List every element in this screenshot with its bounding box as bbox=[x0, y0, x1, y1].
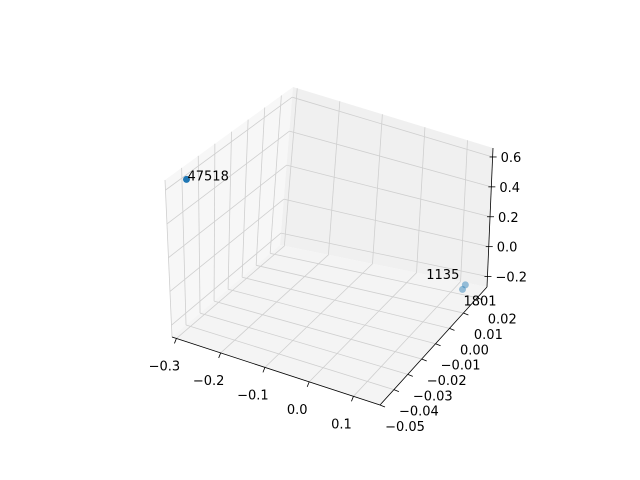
grid-line-y-left bbox=[269, 95, 282, 254]
x-tick-label: −0.3 bbox=[149, 359, 181, 374]
x-axis-line bbox=[171, 336, 381, 406]
grid-line-y-floor bbox=[270, 252, 478, 299]
grid-line-z-left bbox=[169, 198, 285, 292]
grid-line-x-back bbox=[328, 101, 341, 255]
grid-line-x-floor bbox=[176, 245, 285, 339]
grid-line-y-floor bbox=[242, 276, 450, 329]
x-tick bbox=[174, 338, 177, 344]
grid-line-x-back bbox=[460, 140, 468, 282]
grid-line-y-left bbox=[213, 143, 216, 302]
y-tick-label: 0.00 bbox=[460, 343, 489, 358]
back-pane bbox=[280, 87, 493, 287]
y-axis-line bbox=[379, 286, 488, 406]
grid-line-z-left bbox=[165, 96, 293, 191]
y-tick-label: −0.04 bbox=[399, 405, 439, 420]
y-tick-label: −0.01 bbox=[441, 359, 481, 374]
grid-line-y-floor bbox=[199, 312, 408, 375]
grid-line-z-back bbox=[280, 232, 488, 277]
grid-line-y-floor bbox=[213, 300, 422, 360]
z-tick-label: 0.6 bbox=[501, 151, 522, 166]
x-tick bbox=[218, 352, 222, 359]
grid-line-x-back bbox=[416, 127, 426, 273]
data-point bbox=[458, 285, 466, 293]
y-tick bbox=[477, 297, 483, 301]
data-point bbox=[182, 175, 190, 183]
x-tick bbox=[262, 367, 266, 373]
y-tick bbox=[421, 358, 427, 362]
y-tick bbox=[435, 343, 441, 347]
grid-line-x-floor bbox=[308, 272, 417, 383]
grid-line-x-floor bbox=[264, 263, 373, 368]
y-tick bbox=[449, 328, 455, 331]
x-tick-label: 0.1 bbox=[331, 417, 352, 432]
z-tick-label: 0.4 bbox=[499, 181, 520, 196]
x-tick-label: −0.1 bbox=[237, 388, 269, 403]
grid-line-x-floor bbox=[220, 254, 329, 354]
grid-line-y-floor bbox=[185, 324, 395, 391]
grid-line-x-back bbox=[284, 88, 298, 246]
x-tick bbox=[351, 396, 354, 402]
point-label: 1801 bbox=[463, 294, 496, 309]
z-tick-label: 0.0 bbox=[497, 241, 518, 256]
data-point bbox=[461, 281, 469, 289]
z-axis-line bbox=[486, 147, 494, 288]
grid-line-x-back bbox=[372, 114, 383, 264]
grid-line-z-left bbox=[166, 130, 290, 225]
left-pane bbox=[165, 87, 293, 337]
z-tick-label: 0.2 bbox=[498, 211, 519, 226]
x-tick bbox=[306, 381, 310, 387]
grid-line-y-left bbox=[255, 107, 266, 266]
y-tick bbox=[407, 373, 413, 377]
grid-line-z-left bbox=[171, 232, 282, 326]
grid-line-y-floor bbox=[256, 264, 464, 314]
floor-pane bbox=[172, 245, 487, 405]
grid-line-y-floor bbox=[228, 288, 436, 345]
x-tick-label: 0.0 bbox=[287, 403, 308, 418]
z-tick-label: −0.2 bbox=[495, 271, 527, 286]
y-tick bbox=[379, 404, 386, 408]
y-tick-label: 0.02 bbox=[488, 313, 517, 328]
grid-line-z-back bbox=[289, 130, 492, 188]
y-tick bbox=[463, 312, 469, 316]
point-label: 1135 bbox=[426, 268, 459, 283]
grid-line-z-left bbox=[168, 164, 287, 258]
grid-line-z-back bbox=[283, 198, 489, 248]
y-tick-label: 0.01 bbox=[474, 328, 503, 343]
grid-line-y-left bbox=[227, 131, 232, 290]
y-tick-label: −0.05 bbox=[385, 420, 425, 435]
grid-line-y-left bbox=[164, 179, 173, 338]
grid-line-y-left bbox=[181, 167, 187, 326]
grid-line-z-back bbox=[292, 96, 493, 158]
grid-line-y-left bbox=[197, 155, 201, 314]
y-tick bbox=[393, 389, 400, 393]
x-tick-label: −0.2 bbox=[193, 374, 225, 389]
y-tick-label: −0.02 bbox=[427, 374, 467, 389]
grid-line-y-left bbox=[241, 119, 249, 278]
y-tick-label: −0.03 bbox=[413, 389, 453, 404]
grid-line-x-floor bbox=[353, 281, 461, 397]
grid-line-z-back bbox=[286, 164, 491, 218]
point-label: 47518 bbox=[187, 169, 228, 184]
